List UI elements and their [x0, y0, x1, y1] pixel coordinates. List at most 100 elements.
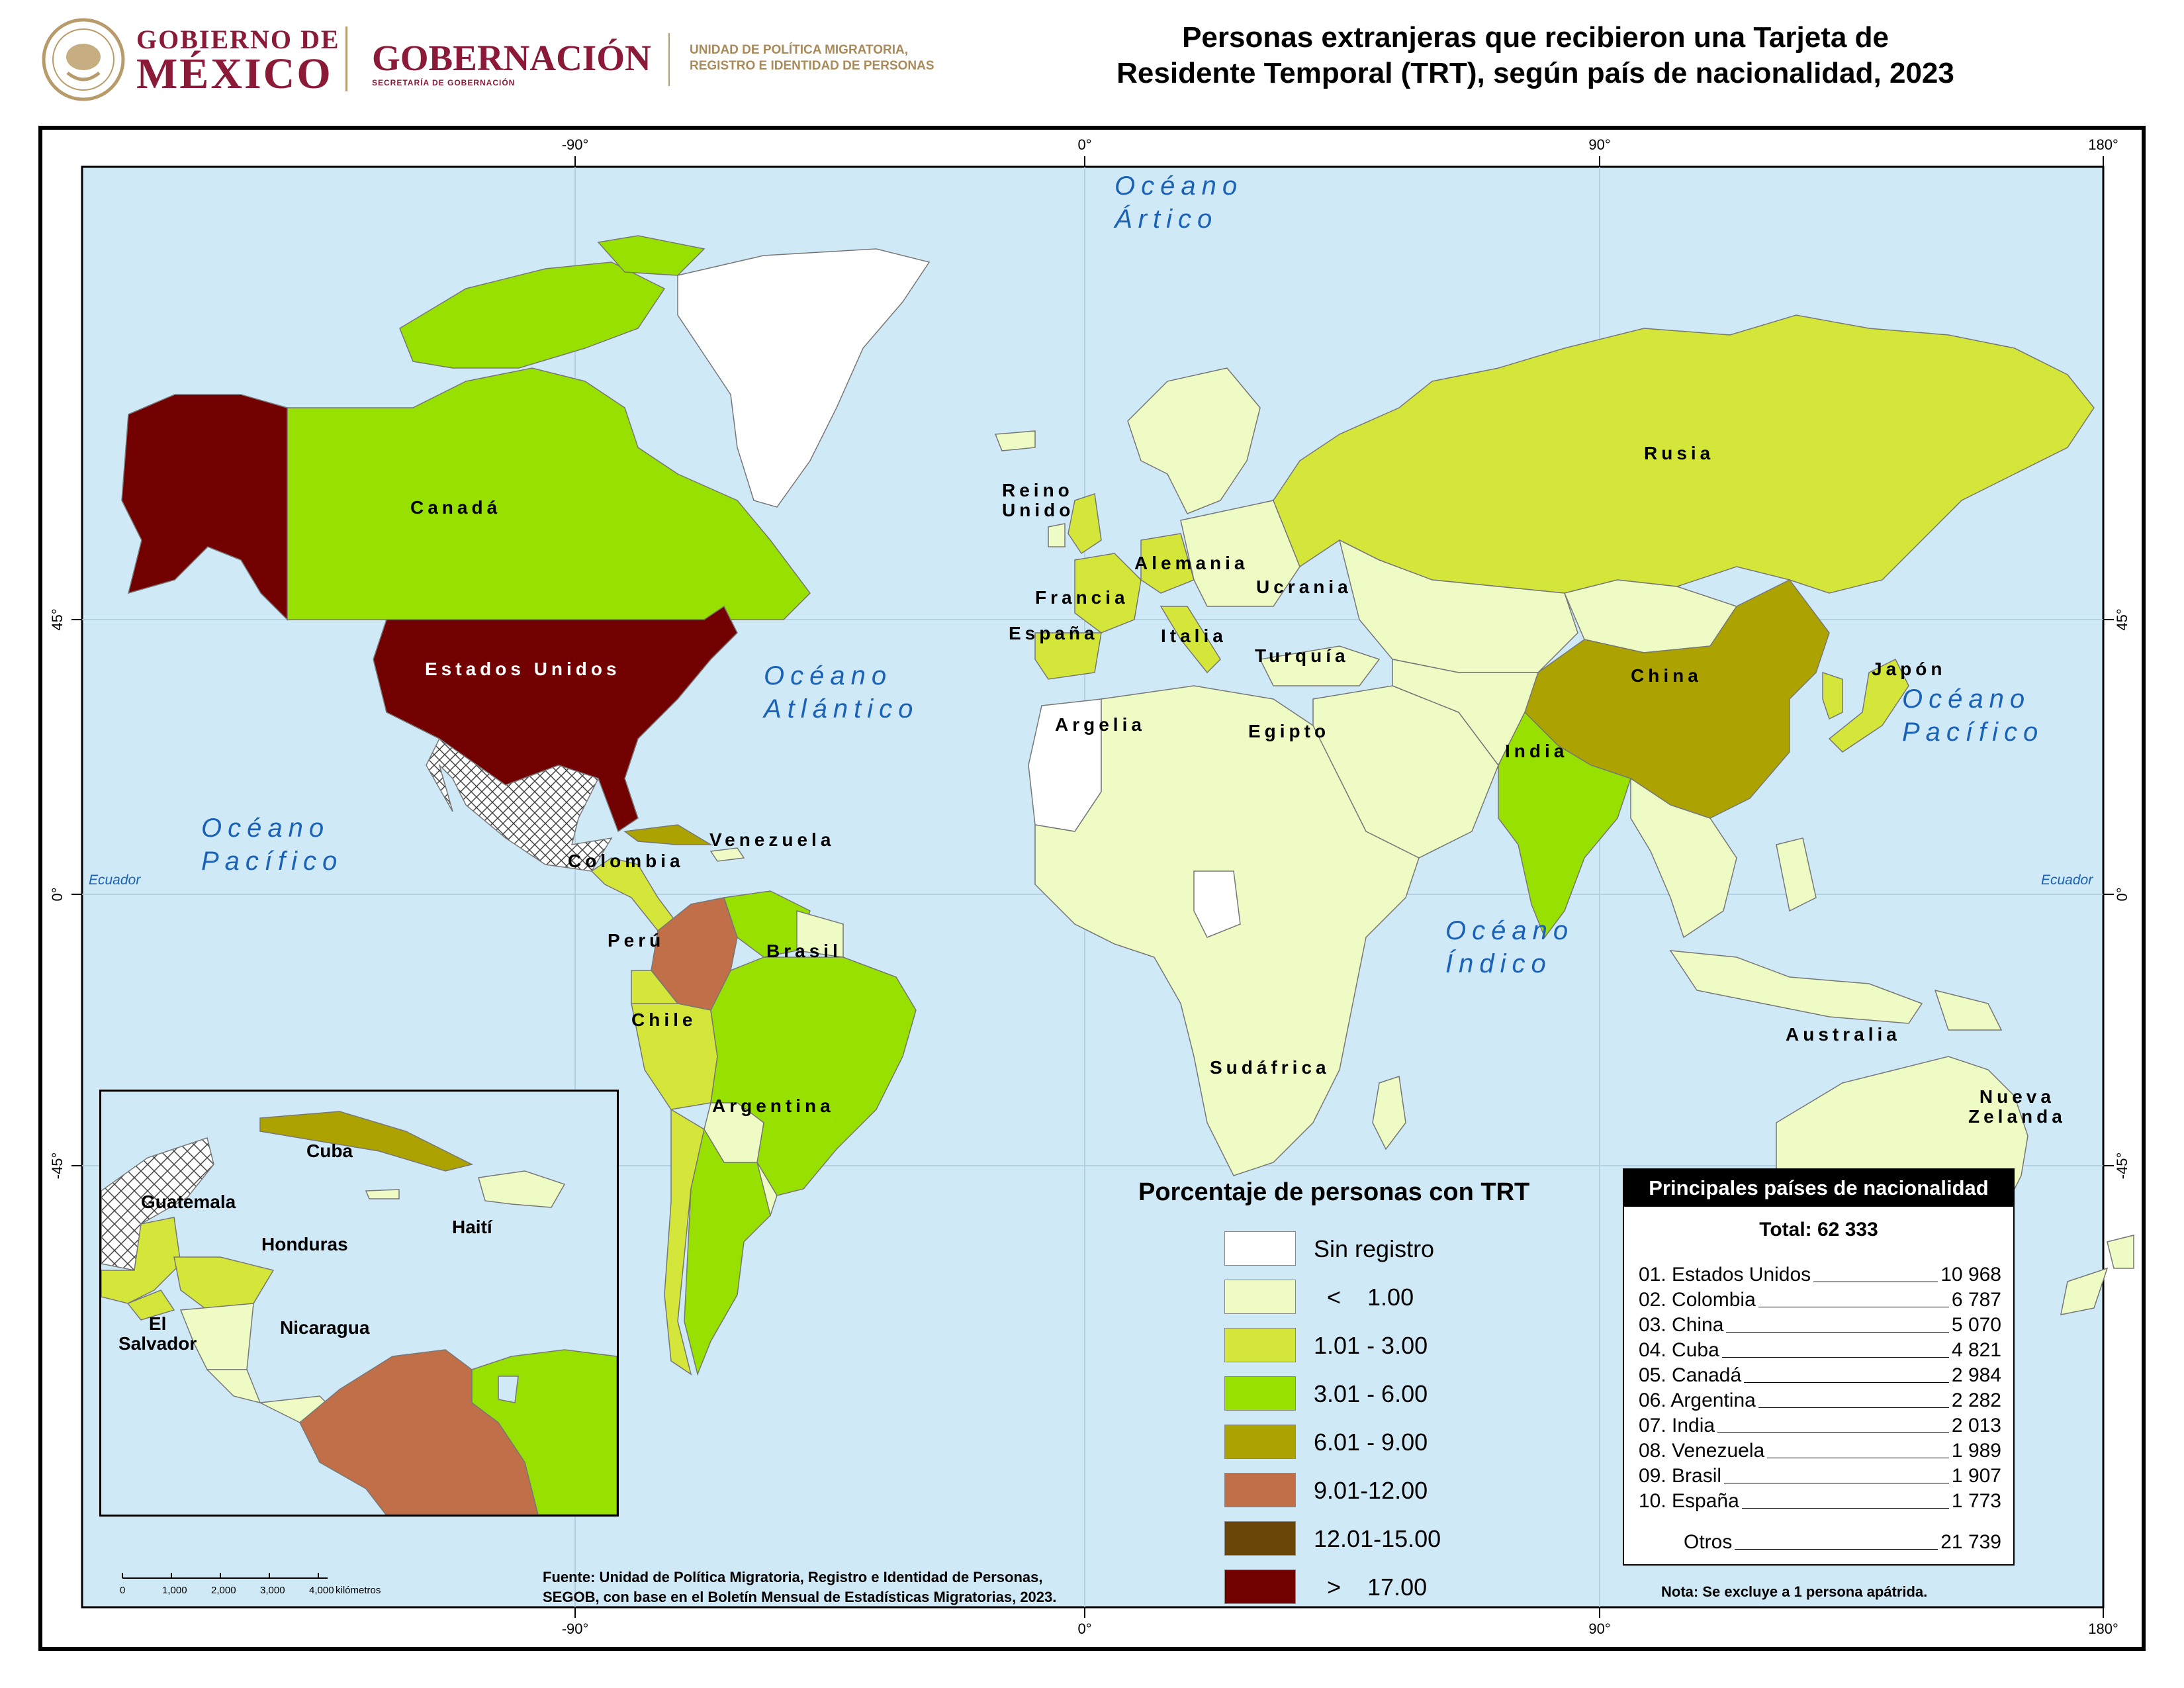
label-pacific-ocean-east: Océano Pacífico: [1902, 684, 2044, 747]
logo-upm: UNIDAD DE POLÍTICA MIGRATORIA, REGISTRO …: [690, 42, 934, 74]
africa: [1034, 685, 1420, 1176]
label-sudafrica: Sudáfrica: [1210, 1057, 1330, 1078]
legend-swatch: [1224, 1521, 1296, 1556]
inset-cuba: [259, 1111, 474, 1172]
label-china: China: [1631, 665, 1702, 686]
label-india: India: [1505, 741, 1569, 761]
spain: [1034, 632, 1102, 680]
coat-of-arms-icon: [42, 18, 125, 101]
label-japon: Japón: [1872, 659, 1946, 679]
alaska: [121, 394, 288, 621]
uk: [1068, 493, 1102, 555]
southeast-asia: [1630, 777, 1737, 939]
row-otros-name: Otros: [1678, 1531, 1735, 1554]
legend-label: Sin registro: [1314, 1235, 1435, 1262]
india: [1498, 711, 1631, 939]
lat-label-left-3: -45°: [49, 1152, 66, 1180]
row-otros-value: 21 739: [1938, 1531, 2001, 1554]
label-alemania: Alemania: [1134, 553, 1249, 573]
lon-label-bottom-2: 0°: [1077, 1620, 1091, 1637]
row-country: 10. España: [1639, 1490, 1742, 1513]
label-arctic-ocean: Océano Ártico: [1115, 171, 1244, 234]
new-zealand: [2107, 1235, 2134, 1269]
row-country: 01. Estados Unidos: [1639, 1264, 1814, 1286]
table-row-otros: Otros 21 739: [1639, 1531, 2001, 1556]
legend-swatch: [1224, 1328, 1296, 1362]
table-row: 09. Brasil 1 907: [1639, 1465, 2001, 1490]
central-africa-white: [1193, 870, 1241, 938]
label-egipto: Egipto: [1248, 721, 1330, 741]
label-italia: Italia: [1161, 626, 1227, 646]
label-indian-ocean: Océano Índico: [1445, 916, 1574, 978]
label-nueva-zelanda: Nueva Zelanda: [1968, 1086, 2066, 1127]
lon-label-top-1: -90°: [562, 136, 589, 153]
row-value: 2 984: [1948, 1364, 2001, 1387]
table-row: 10. España 1 773: [1639, 1490, 2001, 1515]
legend-label: 12.01-15.00: [1314, 1525, 1441, 1552]
scale-bar-graphic: [122, 1573, 328, 1579]
row-value: 4 821: [1948, 1339, 2001, 1362]
label-chile: Chile: [631, 1009, 697, 1030]
legend-label: > 17.00: [1314, 1573, 1428, 1601]
source-line2: SEGOB, con base en el Boletín Mensual de…: [543, 1589, 1057, 1605]
indonesia: [1669, 950, 1923, 1024]
label-pacific-ocean-west: Océano Pacífico: [201, 814, 343, 876]
row-country: 06. Argentina: [1639, 1389, 1758, 1412]
new-zealand-south: [2060, 1267, 2109, 1315]
graticule-ticks: [71, 156, 2114, 1618]
title-line2: Residente Temporal (TRT), según país de …: [1116, 57, 1954, 89]
label-turquia: Turquía: [1255, 645, 1349, 666]
legend-item: > 17.00: [1224, 1570, 1555, 1604]
inset-label-nicaragua: Nicaragua: [280, 1317, 370, 1338]
label-usa: Estados Unidos: [425, 659, 621, 679]
row-value: 1 773: [1948, 1490, 2001, 1513]
row-country: 04. Cuba: [1639, 1339, 1722, 1362]
inset-svg: [101, 1111, 617, 1515]
lat-label-left-1: 45°: [49, 608, 66, 630]
lat-label-right-1: 45°: [2114, 608, 2130, 630]
row-country: 03. China: [1639, 1314, 1727, 1336]
label-argelia: Argelia: [1055, 714, 1146, 735]
legend-swatch: [1224, 1473, 1296, 1507]
equator-label-right: Ecuador: [2041, 872, 2093, 888]
logo-upm-line2: REGISTRO E IDENTIDAD DE PERSONAS: [690, 59, 934, 73]
equator-label-left: Ecuador: [89, 872, 141, 888]
lat-label-right-2: 0°: [2114, 887, 2130, 901]
table-row: 03. China 5 070: [1639, 1314, 2001, 1339]
greenland: [677, 248, 931, 508]
scale-tick-2: 2,000: [211, 1585, 236, 1596]
legend-swatch: [1224, 1231, 1296, 1266]
legend-swatch: [1224, 1425, 1296, 1459]
inset-map: Cuba Guatemala Honduras Haití El Salvado…: [99, 1090, 619, 1517]
label-ucrania: Ucrania: [1256, 577, 1352, 597]
inset-costa-rica: [206, 1369, 261, 1404]
legend-item: 1.01 - 3.00: [1224, 1328, 1555, 1362]
label-venezuela: Venezuela: [709, 829, 835, 850]
lon-label-top-4: 180°: [2088, 136, 2118, 153]
label-atlantic-ocean: Océano Atlántico: [764, 661, 919, 724]
inset-haiti: [478, 1170, 566, 1208]
kazakhstan: [1338, 539, 1578, 673]
title-line1: Personas extranjeras que recibieron una …: [1182, 21, 1889, 54]
logo-gobernacion: GOBERNACIÓN: [372, 38, 651, 78]
table-row: 02. Colombia 6 787: [1639, 1289, 2001, 1314]
canada-islands: [399, 261, 666, 369]
table-row: 05. Canadá 2 984: [1639, 1364, 2001, 1389]
france: [1074, 553, 1142, 633]
hispaniola: [709, 847, 745, 862]
label-espana: España: [1009, 623, 1099, 643]
label-uk: Reino Unido: [1002, 480, 1075, 520]
logo-upm-line1: UNIDAD DE POLÍTICA MIGRATORIA,: [690, 43, 909, 57]
label-rusia: Rusia: [1644, 443, 1715, 463]
label-peru: Perú: [608, 930, 665, 951]
inset-el-salvador: [126, 1289, 175, 1321]
label-brasil: Brasil: [766, 941, 842, 961]
inset-jamaica: [365, 1189, 400, 1199]
legend-label: 1.01 - 3.00: [1314, 1332, 1428, 1359]
korea: [1822, 671, 1843, 720]
row-value: 6 787: [1948, 1289, 2001, 1311]
inset-label-honduras: Honduras: [261, 1234, 348, 1254]
lat-label-left-2: 0°: [49, 887, 66, 901]
row-value: 5 070: [1948, 1314, 2001, 1336]
row-value: 1 989: [1948, 1440, 2001, 1462]
